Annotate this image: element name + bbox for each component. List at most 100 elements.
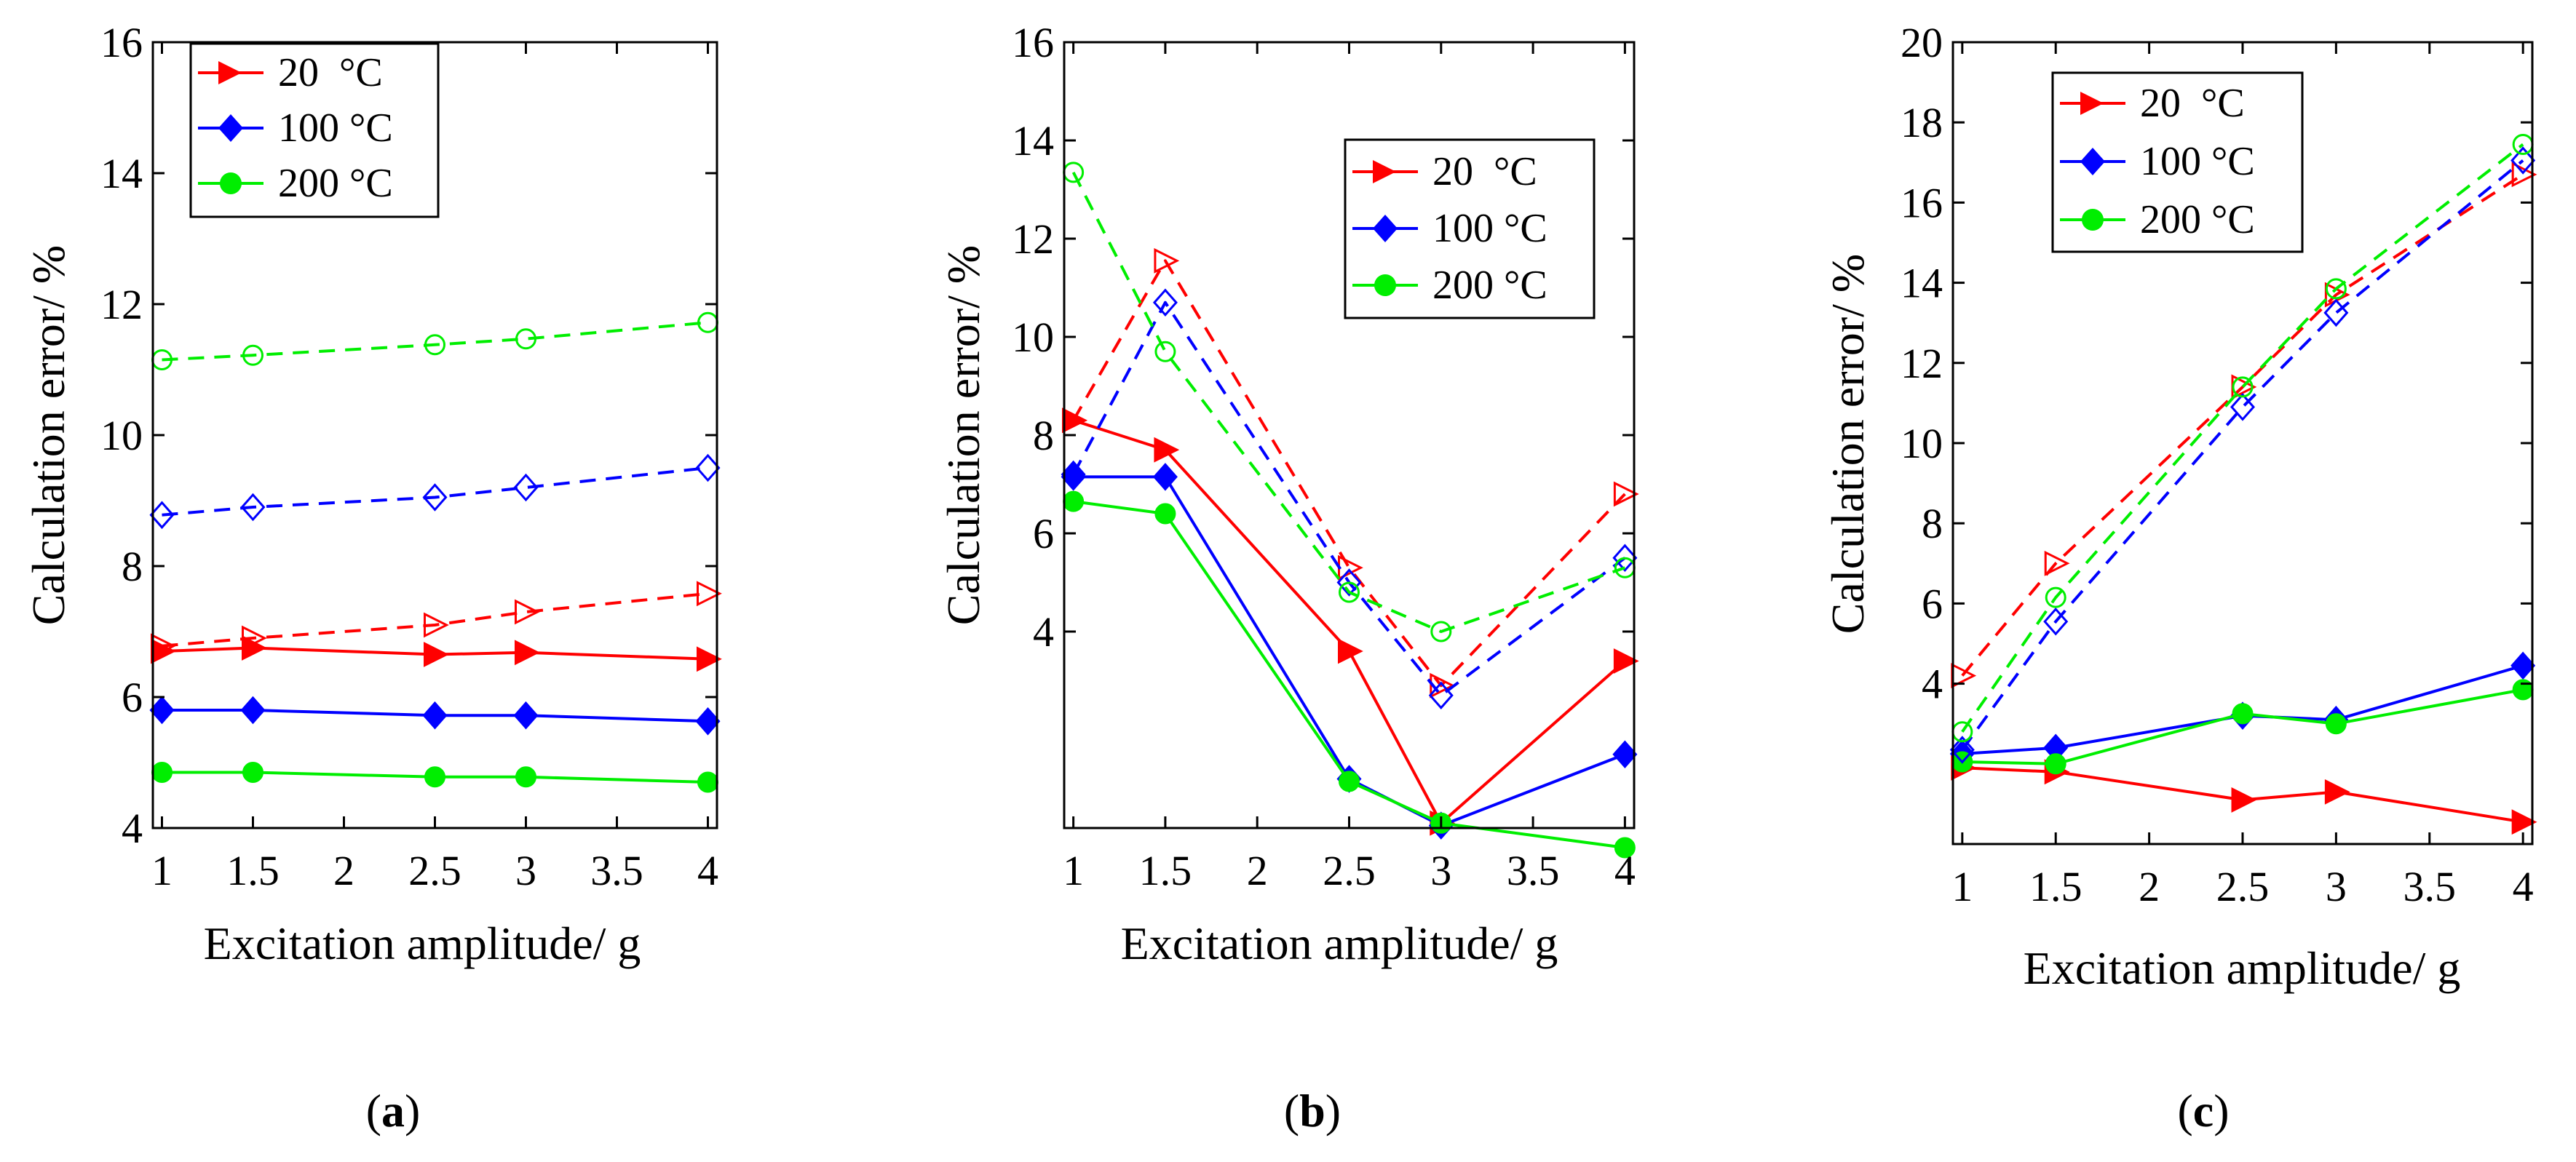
panel-b-xtick-label: 2.5 [1323, 847, 1376, 894]
panel-b-point-red-dashed [1154, 247, 1180, 274]
panel-b-legend-label-red: 20 °C [1432, 149, 1537, 194]
panel-a-point-blue-dashed [240, 493, 266, 522]
panel-c-point-green-solid [2232, 703, 2254, 725]
panel-b-point-blue-solid [1061, 463, 1086, 491]
panel-c-ytick-label: 20 [1901, 19, 1943, 66]
panel-b-series-green-solid [1063, 490, 1636, 859]
panel-a-ytick-label: 12 [100, 281, 143, 328]
panel-a-xtick-label: 3 [515, 847, 536, 894]
panel-a-ytick-label: 16 [100, 19, 143, 66]
panel-a-legend-marker-red [218, 61, 242, 84]
panel-b-xlabel: Excitation amplitude/ g [1121, 918, 1558, 969]
panel-b-point-green-solid [1154, 503, 1176, 525]
panel-a-series-red-dashed [151, 581, 722, 659]
panel-c-legend-marker-green [2082, 209, 2104, 231]
panel-a-xtick-label: 2.5 [408, 847, 461, 894]
panel-b-legend: 20 °C 100 °C 200 °C [1344, 138, 1596, 319]
panel-a-point-green-dashed [242, 344, 263, 366]
panel-a-point-blue-dashed [149, 501, 175, 530]
panel-c-point-green-dashed [2232, 376, 2254, 398]
panel-a-ytick-label: 10 [100, 412, 143, 459]
panel-a-series [149, 311, 722, 793]
panel-b-xtick-label: 3 [1430, 847, 1451, 894]
panel-a-line-green-dashed [162, 321, 708, 362]
panel-c-point-blue-solid [2510, 651, 2536, 680]
panel-b-point-blue-solid [1152, 463, 1178, 491]
panel-b-point-blue-dashed [1428, 681, 1454, 710]
panel-a-point-red-solid [424, 642, 449, 667]
panel-b-point-red-solid [1154, 437, 1180, 463]
panel-a-point-green-solid [515, 766, 536, 788]
panel-a-caption-close: ) [405, 1085, 420, 1137]
panel-b-point-blue-solid [1612, 740, 1638, 769]
panel-b-point-green-solid [1614, 837, 1636, 859]
panel-c-ytick-label: 16 [1901, 179, 1943, 226]
panel-b-ytick-label: 6 [1033, 510, 1054, 557]
panel-b-point-red-dashed [1430, 672, 1456, 699]
panel-c-line-green-dashed [1961, 143, 2524, 733]
panel-c-legend-label-red: 20 °C [2140, 81, 2245, 126]
panel-a-point-green-solid [424, 766, 445, 788]
panel-a-series-blue-dashed [149, 453, 721, 530]
panel-a-series-blue-solid [149, 696, 721, 736]
panel-c-point-red-solid [2231, 787, 2257, 813]
panel-c-caption-open: ( [2177, 1085, 2192, 1137]
panel-c-ytick-label: 4 [1922, 661, 1943, 708]
panel-b-point-red-solid [1613, 648, 1639, 674]
panel-c-xtick-label: 3 [2326, 863, 2347, 910]
panel-b-series-green-dashed [1063, 162, 1636, 642]
panel-b-xtick-label: 1 [1063, 847, 1084, 894]
panel-b-point-green-dashed [1154, 341, 1176, 362]
panel-a-ticks: 1 1.5 2 2.5 3 3.5 4 4 6 8 10 12 14 16 [100, 19, 718, 894]
panel-a-point-blue-solid [513, 701, 539, 730]
panel-c-series-blue-dashed [1949, 146, 2536, 764]
panel-c-ytick-label: 8 [1922, 500, 1943, 547]
panel-a-legend-label-blue: 100 °C [278, 106, 393, 151]
panel-b-point-green-dashed [1339, 581, 1360, 603]
panel-c-caption: (c) [2177, 1085, 2229, 1137]
panel-c-legend-label-green: 200 °C [2140, 197, 2255, 242]
panel-a-ylabel: Calculation error/ % [23, 245, 74, 625]
panel-c-point-green-dashed [2045, 586, 2066, 608]
panel-c-xtick-label: 2 [2139, 863, 2160, 910]
panel-c-xlabel: Excitation amplitude/ g [2024, 942, 2461, 994]
panel-a-series-green-solid [151, 762, 718, 793]
panel-b-xtick-label: 3.5 [1507, 847, 1560, 894]
panel-a-legend: 20 °C 100 °C 200 °C [189, 42, 440, 218]
panel-a-xtick-label: 2 [333, 847, 354, 894]
panel-c-series [1949, 134, 2537, 835]
panel-b-point-blue-dashed [1612, 544, 1638, 573]
panel-b-xtick-label: 4 [1614, 847, 1636, 894]
panel-b-ytick-label: 4 [1033, 608, 1054, 656]
panel-b-line-green-solid [1073, 500, 1625, 849]
panel-a-legend-marker-blue [218, 114, 243, 142]
panel-b-line-red-dashed [1071, 259, 1626, 688]
panel-c-point-red-dashed [2511, 162, 2537, 188]
panel-a-point-red-solid [697, 646, 722, 672]
panel-c-xtick-label: 2.5 [2216, 863, 2270, 910]
panel-a-line-red-dashed [162, 592, 708, 648]
panel-b-point-red-dashed [1338, 554, 1363, 581]
panel-a-caption: (a) [366, 1085, 421, 1137]
panel-a-point-green-dashed [424, 334, 445, 356]
panel-b-caption-open: ( [1284, 1085, 1299, 1137]
panel-a-point-red-solid [515, 640, 540, 666]
panel-c-ytick-label: 18 [1901, 99, 1943, 146]
panel-b-xtick-label: 2 [1247, 847, 1268, 894]
panel-b-legend-label-blue: 100 °C [1432, 206, 1547, 251]
panel-c-ytick-label: 14 [1901, 260, 1943, 307]
panel-c-point-blue-dashed [2230, 393, 2256, 421]
panel-b-ylabel: Calculation error/ % [938, 245, 989, 625]
panel-c-point-blue-dashed [1949, 736, 1975, 764]
panel-a-point-blue-solid [422, 701, 448, 730]
panel-b-legend-marker-red [1373, 160, 1396, 183]
panel-b-point-green-solid [1063, 490, 1085, 512]
panel-b-xtick-label: 1.5 [1139, 847, 1192, 894]
panel-a-point-blue-solid [695, 707, 721, 736]
panel-b-point-green-dashed [1430, 621, 1452, 642]
panel-b-point-blue-dashed [1336, 568, 1362, 597]
panel-a-point-blue-dashed [513, 473, 539, 502]
panel-c-legend-label-blue: 100 °C [2140, 139, 2255, 184]
panel-b-ytick-label: 14 [1012, 117, 1054, 164]
panel-c-xtick-label: 3.5 [2403, 863, 2457, 910]
